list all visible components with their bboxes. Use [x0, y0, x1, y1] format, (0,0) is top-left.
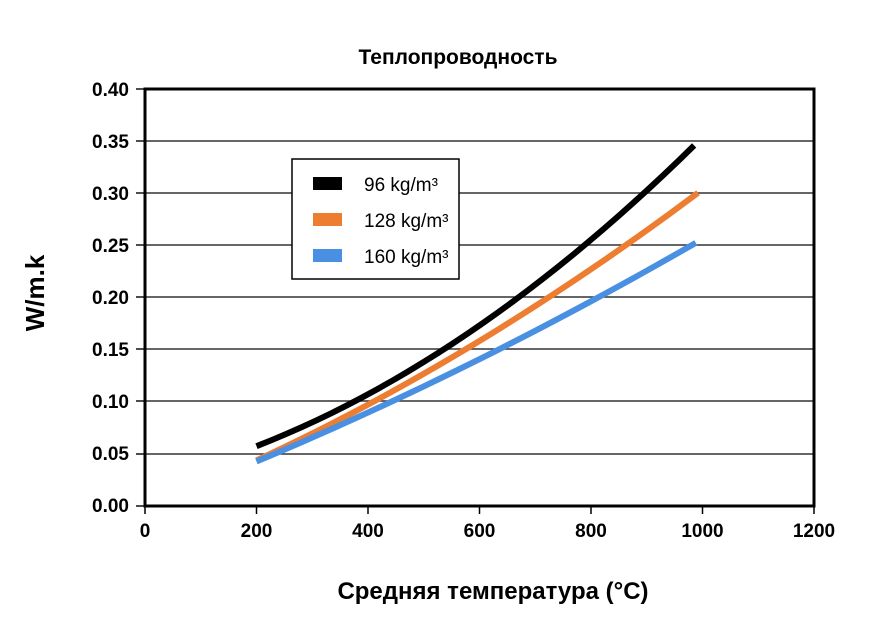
svg-text:400: 400 — [352, 521, 384, 542]
svg-text:160 kg/m³: 160 kg/m³ — [364, 247, 448, 268]
svg-text:0.10: 0.10 — [92, 392, 129, 413]
svg-text:0.05: 0.05 — [92, 444, 129, 465]
svg-text:Средняя температура (°C): Средняя температура (°C) — [337, 578, 648, 605]
svg-text:0.15: 0.15 — [92, 340, 129, 361]
svg-text:0.30: 0.30 — [92, 184, 129, 205]
svg-text:1000: 1000 — [681, 521, 723, 542]
svg-text:0.20: 0.20 — [92, 288, 129, 309]
svg-text:0.00: 0.00 — [92, 496, 129, 517]
svg-text:600: 600 — [464, 521, 496, 542]
svg-text:Теплопроводность: Теплопроводность — [359, 46, 558, 69]
svg-text:96 kg/m³: 96 kg/m³ — [364, 175, 438, 196]
svg-text:0.35: 0.35 — [92, 132, 129, 153]
svg-text:200: 200 — [241, 521, 273, 542]
svg-text:128 kg/m³: 128 kg/m³ — [364, 211, 448, 232]
svg-text:800: 800 — [575, 521, 607, 542]
svg-text:1200: 1200 — [793, 521, 835, 542]
svg-text:W/m.k: W/m.k — [20, 254, 50, 331]
svg-text:0.25: 0.25 — [92, 236, 129, 257]
svg-text:0: 0 — [140, 521, 151, 542]
svg-text:0.40: 0.40 — [92, 80, 129, 101]
